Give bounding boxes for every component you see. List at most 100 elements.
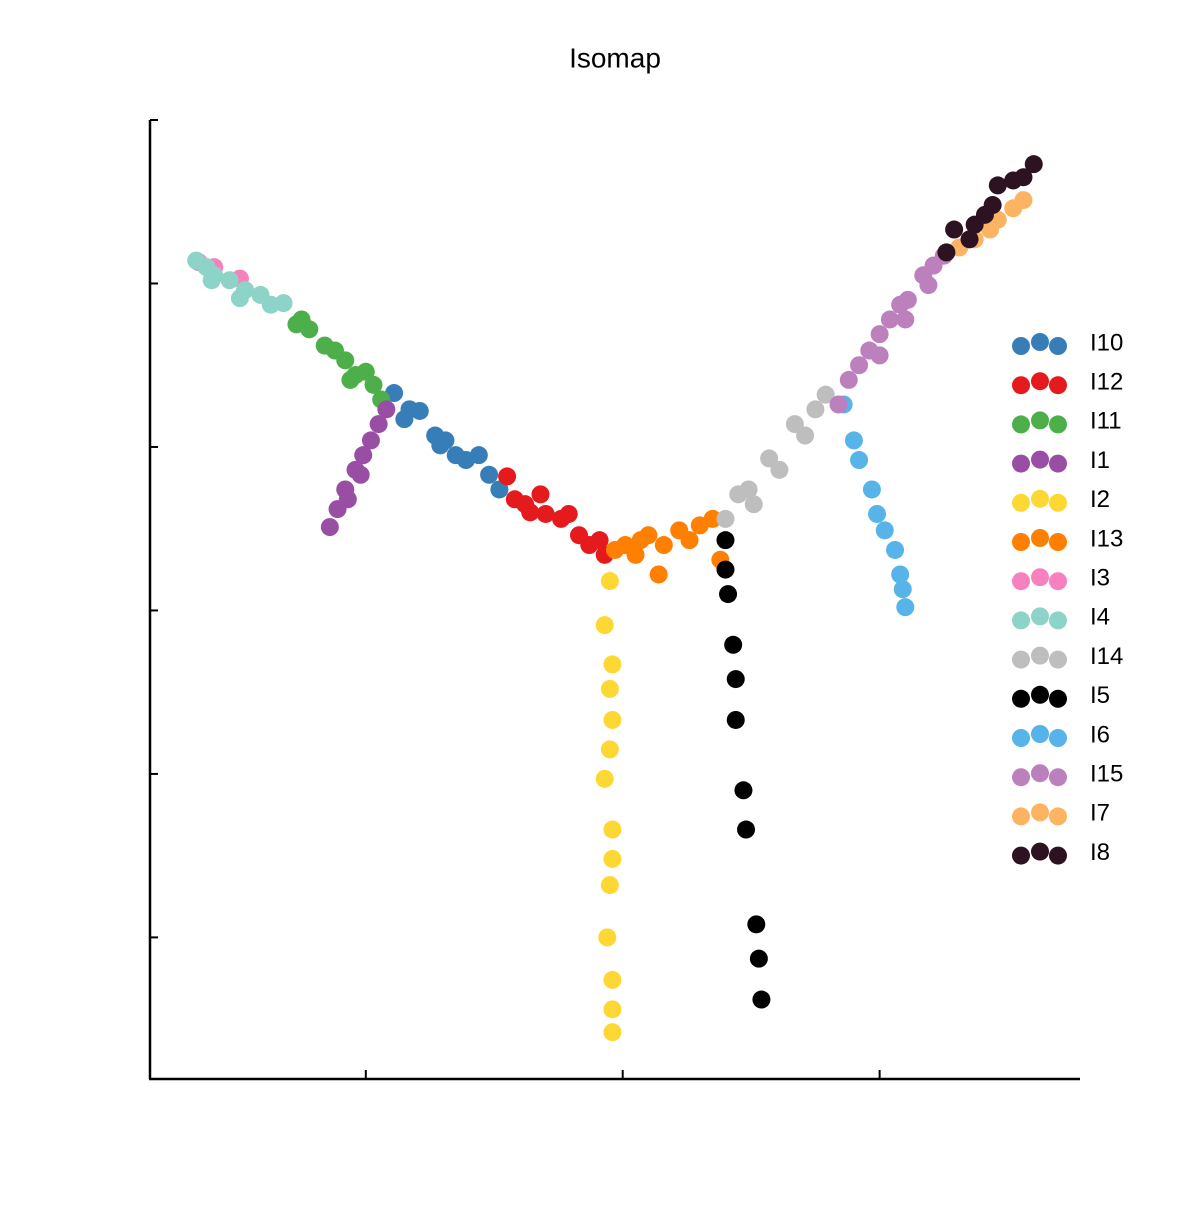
point: [919, 276, 938, 295]
point: [361, 431, 380, 450]
point: [274, 294, 293, 313]
legend-marker: [1012, 650, 1030, 669]
point: [431, 436, 450, 455]
legend-marker: [1012, 454, 1030, 473]
legend-marker: [1031, 803, 1049, 822]
legend-label: I8: [1090, 839, 1110, 866]
point: [559, 504, 578, 523]
legend-marker: [1012, 415, 1030, 434]
legend-marker: [1012, 729, 1030, 747]
legend-marker: [1049, 768, 1067, 787]
point: [654, 536, 673, 555]
point: [292, 310, 311, 329]
legend-label: I4: [1090, 604, 1110, 631]
legend-marker: [1012, 611, 1030, 630]
point: [886, 540, 905, 559]
point: [336, 351, 355, 370]
point: [649, 565, 668, 584]
legend-label: I7: [1090, 800, 1110, 827]
point: [716, 560, 735, 579]
point: [1014, 191, 1033, 210]
legend-marker: [1012, 846, 1030, 865]
point: [595, 769, 614, 788]
point: [603, 655, 622, 674]
legend-marker: [1012, 689, 1030, 708]
legend-marker: [1031, 372, 1049, 391]
point: [341, 370, 360, 389]
point: [747, 915, 766, 934]
legend-marker: [1031, 842, 1049, 861]
point: [590, 531, 609, 550]
legend-marker: [1012, 337, 1030, 355]
point: [844, 431, 863, 450]
point: [719, 585, 738, 604]
point: [988, 176, 1007, 195]
point: [1024, 155, 1043, 174]
legend-marker: [1031, 725, 1049, 743]
legend-marker: [1012, 533, 1030, 551]
point: [870, 346, 889, 365]
legend-marker: [1049, 493, 1067, 512]
legend-marker: [1012, 768, 1030, 787]
point: [626, 545, 645, 564]
legend-label: I14: [1090, 643, 1123, 670]
point: [744, 495, 763, 514]
point: [937, 243, 956, 262]
point: [850, 451, 869, 470]
point: [893, 580, 912, 599]
point: [898, 290, 917, 309]
point: [739, 480, 758, 499]
point: [369, 415, 388, 434]
point: [960, 230, 979, 249]
point: [498, 467, 517, 486]
legend-marker: [1031, 411, 1049, 430]
point: [603, 710, 622, 729]
point: [862, 480, 881, 499]
point: [536, 504, 555, 523]
point: [896, 310, 915, 329]
point: [724, 635, 743, 654]
point: [490, 480, 509, 499]
legend-marker: [1031, 568, 1049, 587]
point: [770, 460, 789, 479]
legend-label: I6: [1090, 721, 1110, 748]
point: [875, 521, 894, 540]
point: [896, 598, 915, 617]
legend-marker: [1031, 607, 1049, 626]
point: [891, 565, 910, 584]
point: [364, 375, 383, 394]
legend-marker: [1012, 807, 1030, 826]
point: [400, 400, 419, 419]
legend-marker: [1049, 533, 1067, 551]
point: [595, 616, 614, 635]
legend-marker: [1031, 450, 1049, 469]
legend-marker: [1031, 764, 1049, 783]
point: [320, 518, 339, 537]
legend-marker: [1012, 493, 1030, 512]
legend-marker: [1049, 337, 1067, 355]
legend-label: I1: [1090, 447, 1110, 474]
point: [726, 710, 745, 729]
point: [600, 679, 619, 698]
point: [880, 310, 899, 329]
point: [603, 970, 622, 989]
legend-label: I13: [1090, 525, 1123, 552]
point: [469, 446, 488, 465]
point: [639, 526, 658, 545]
legend-marker: [1049, 376, 1067, 395]
point: [377, 400, 396, 419]
legend-label: I10: [1090, 329, 1123, 356]
legend-marker: [1049, 689, 1067, 708]
point: [600, 572, 619, 591]
point: [945, 220, 964, 239]
legend-label: I12: [1090, 369, 1123, 396]
point: [603, 849, 622, 868]
legend-marker: [1031, 489, 1049, 508]
point: [983, 196, 1002, 215]
point: [220, 271, 239, 290]
point: [816, 385, 835, 404]
point: [521, 503, 540, 522]
point: [1014, 168, 1033, 187]
point: [680, 531, 699, 550]
